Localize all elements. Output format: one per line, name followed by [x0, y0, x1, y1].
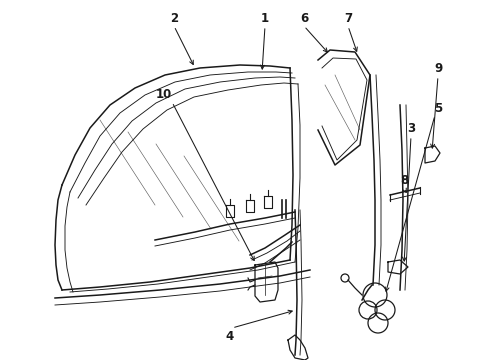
- Text: 1: 1: [261, 12, 269, 24]
- Text: 2: 2: [170, 12, 178, 24]
- Text: 6: 6: [300, 12, 308, 24]
- Text: 4: 4: [226, 329, 234, 342]
- Text: 7: 7: [344, 12, 352, 24]
- Text: 5: 5: [434, 102, 442, 114]
- Text: 9: 9: [434, 62, 442, 75]
- Text: 10: 10: [156, 89, 172, 102]
- Text: 8: 8: [400, 174, 408, 186]
- Text: 3: 3: [407, 122, 415, 135]
